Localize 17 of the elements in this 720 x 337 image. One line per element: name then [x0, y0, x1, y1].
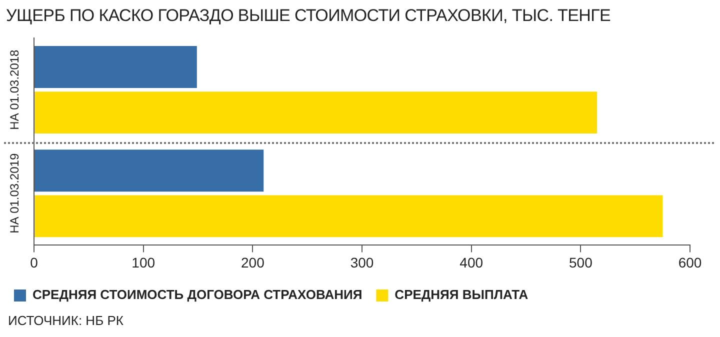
x-tick-label: 0	[30, 254, 38, 270]
bar	[34, 46, 197, 88]
chart-title: УЩЕРБ ПО КАСКО ГОРАЗДО ВЫШЕ СТОИМОСТИ СТРАХОВКИ, ТЫС. ТЕНГЕ	[6, 6, 611, 26]
x-tick-label: 200	[240, 254, 265, 270]
bar	[34, 195, 663, 238]
x-tick-label: 300	[350, 254, 374, 270]
bar	[34, 92, 598, 134]
y-tick-label: НА 01.03.2018	[7, 49, 22, 130]
x-tick-label: 100	[132, 254, 156, 270]
legend-label: СРЕДНЯЯ ВЫПЛАТА	[394, 287, 529, 302]
legend-label: СРЕДНЯЯ СТОИМОСТЬ ДОГОВОРА СТРАХОВАНИЯ	[32, 287, 362, 302]
y-tick-label: НА 01.03.2019	[7, 153, 22, 234]
x-tick-label: 500	[568, 254, 593, 270]
text: ИСТОЧНИК: НБ РК	[8, 313, 124, 328]
x-tick-label: 400	[460, 254, 484, 270]
bar	[34, 150, 264, 192]
x-tick-label: 600	[678, 254, 702, 270]
